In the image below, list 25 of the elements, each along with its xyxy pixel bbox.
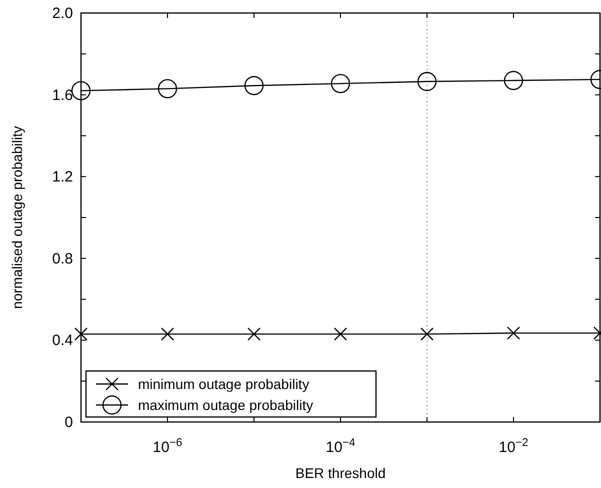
- point: [160, 327, 174, 341]
- point: [417, 72, 437, 92]
- y-tick-label: 1.2: [52, 168, 73, 186]
- point: [74, 327, 88, 341]
- y-tick-label: 0.8: [52, 250, 73, 268]
- point: [334, 327, 348, 341]
- point: [247, 327, 261, 341]
- point: [420, 327, 434, 341]
- legend-label: minimum outage probability: [138, 376, 310, 392]
- x-tick-label: 10$^{−6}$: [152, 437, 182, 456]
- point: [506, 326, 520, 340]
- point: [504, 70, 524, 90]
- point: [158, 79, 178, 98]
- y-tick-label: 1.6: [52, 86, 73, 104]
- y-tick-label: 0.4: [52, 332, 73, 350]
- legend-label: maximum outage probability: [138, 397, 314, 413]
- x-tick-label: 10$^{−4}$: [326, 437, 356, 456]
- point: [71, 81, 91, 100]
- text: 2.0: [52, 5, 73, 22]
- y-tick-label: 0: [64, 414, 73, 431]
- point: [244, 76, 264, 96]
- point: [330, 74, 350, 94]
- y-axis-title: normalised outage probability: [9, 126, 25, 309]
- x-axis-title: BER threshold: [295, 465, 386, 481]
- x-tick-label: 10$^{−2}$: [498, 437, 528, 456]
